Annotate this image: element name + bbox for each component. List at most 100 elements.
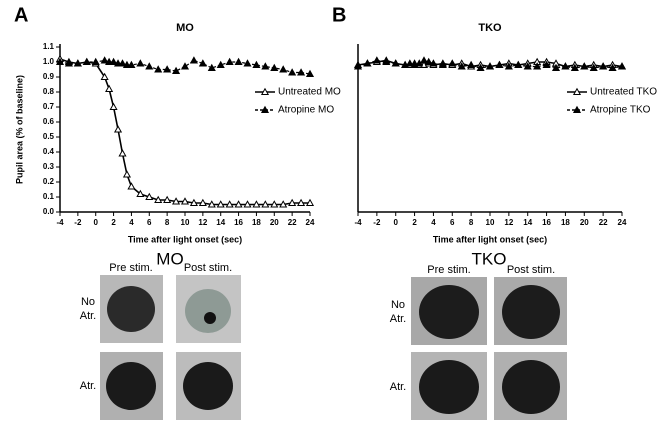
x-tick-label: 16 [542, 218, 551, 227]
eye [502, 285, 560, 339]
legend-marker [260, 87, 270, 96]
data-point [457, 62, 466, 70]
data-point [216, 200, 225, 208]
data-point [261, 200, 270, 208]
y-tick-label: 0.2 [43, 177, 55, 186]
data-point [372, 56, 381, 64]
data-point [105, 84, 114, 93]
data-point [109, 102, 118, 111]
legend-marker [572, 87, 582, 96]
data-point [180, 62, 190, 70]
data-point [252, 60, 261, 69]
photo-grid [100, 275, 567, 420]
data-point [225, 200, 234, 208]
data-point [424, 57, 433, 66]
data-point [270, 63, 279, 72]
x-axis-label: Time after light onset (sec) [433, 234, 547, 244]
data-point [136, 59, 145, 67]
data-point [448, 59, 457, 67]
y-tick-label: 0.7 [43, 102, 55, 111]
y-tick-label: 0.8 [43, 87, 55, 96]
y-tick-label: 0.4 [43, 147, 55, 156]
data-point [207, 200, 216, 208]
data-point [391, 59, 400, 67]
data-point [419, 56, 429, 64]
x-tick-label: 10 [181, 218, 190, 227]
chart-title: MO [176, 22, 194, 34]
row-label: No Atr. [390, 299, 407, 325]
data-point [589, 63, 598, 72]
x-tick-label: 22 [288, 218, 297, 227]
x-tick-label: 14 [523, 218, 532, 227]
data-point [279, 200, 288, 208]
eye [419, 360, 479, 414]
data-point [118, 59, 127, 67]
x-tick-label: 4 [129, 218, 134, 227]
x-tick-label: -4 [56, 218, 64, 227]
data-point [288, 68, 297, 76]
x-tick-label: 12 [198, 218, 207, 227]
data-point [113, 125, 123, 133]
legend-label: Untreated MO [278, 87, 341, 98]
legend-marker [572, 105, 582, 114]
y-tick-label: 1.1 [43, 42, 55, 51]
data-point [234, 200, 243, 208]
x-tick-label: 20 [270, 218, 279, 227]
y-tick-label: 0.5 [43, 132, 55, 141]
x-tick-label: 24 [618, 218, 627, 227]
data-point [91, 57, 100, 66]
panel-label: B [332, 4, 346, 26]
x-tick-label: -2 [74, 218, 82, 227]
y-tick-label: 1.0 [43, 57, 55, 66]
data-point [570, 63, 579, 72]
eye [502, 360, 560, 414]
data-point [225, 57, 234, 66]
data-point [243, 200, 252, 208]
eye [106, 362, 156, 410]
x-tick-label: 6 [450, 218, 455, 227]
data-point [198, 198, 207, 207]
series-line [59, 58, 310, 206]
data-point [118, 149, 127, 157]
data-point [279, 65, 288, 73]
x-tick-label: 0 [93, 218, 98, 227]
y-tick-label: 0.1 [43, 192, 55, 201]
data-point [234, 57, 243, 66]
data-point [429, 59, 438, 67]
x-tick-label: 24 [306, 218, 315, 227]
data-point [55, 57, 65, 66]
data-point [252, 200, 261, 208]
data-point [305, 198, 315, 207]
column-label: Pre stim. [427, 264, 470, 276]
data-point [297, 198, 306, 207]
x-tick-label: 18 [252, 218, 261, 227]
x-tick-label: -2 [373, 218, 381, 227]
data-point [382, 57, 391, 66]
data-point [297, 68, 306, 76]
data-point [100, 72, 109, 81]
y-tick-label: 0.6 [43, 117, 55, 126]
eye [419, 285, 479, 339]
x-tick-label: 4 [431, 218, 436, 227]
x-tick-label: 0 [393, 218, 398, 227]
data-point [523, 62, 532, 70]
data-point [100, 56, 109, 64]
x-tick-label: 2 [412, 218, 417, 227]
data-point [551, 63, 561, 72]
eye [107, 286, 155, 332]
data-point [270, 200, 279, 208]
row-label: Atr. [80, 380, 97, 392]
data-point [180, 197, 190, 205]
data-point [64, 59, 73, 67]
data-point [467, 60, 476, 69]
data-point [608, 63, 617, 72]
data-point [163, 65, 172, 73]
x-tick-label: 20 [580, 218, 589, 227]
x-tick-label: 8 [165, 218, 170, 227]
x-tick-label: 2 [111, 218, 116, 227]
panel-label: A [14, 4, 28, 26]
data-point [288, 198, 297, 207]
data-point [198, 59, 207, 67]
data-point [617, 62, 627, 70]
